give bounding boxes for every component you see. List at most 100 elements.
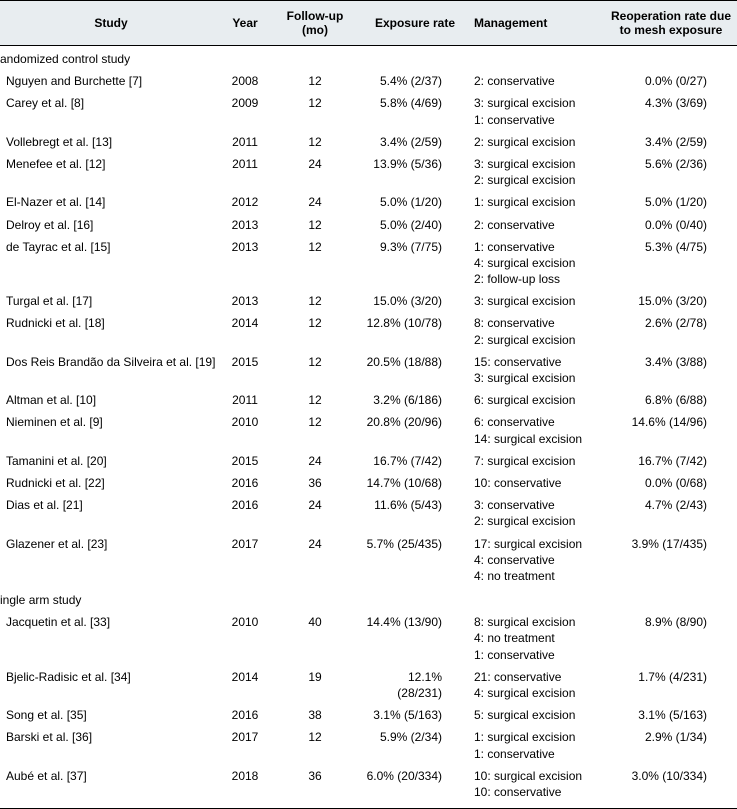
table-row: Nguyen and Burchette [7]2008125.4% (2/37… — [0, 70, 737, 92]
mgmt-line: 1: conservative — [474, 239, 601, 255]
section-title: ingle arm study — [0, 587, 737, 611]
cell-reop: 3.9% (17/435) — [605, 533, 737, 588]
mgmt-line: 10: conservative — [474, 784, 601, 800]
cell-followup: 24 — [270, 450, 360, 472]
cell-study: Menefee et al. [12] — [0, 153, 220, 191]
mgmt-line: 8: conservative — [474, 315, 601, 331]
cell-followup: 24 — [270, 153, 360, 191]
mgmt-line: 4: surgical excision — [474, 255, 601, 271]
cell-management: 1: surgical excision1: conservative — [470, 726, 605, 764]
cell-exposure: 16.7% (7/42) — [360, 450, 470, 472]
cell-management: 2: conservative — [470, 70, 605, 92]
cell-study: Tamanini et al. [20] — [0, 450, 220, 472]
mgmt-line: 15: conservative — [474, 354, 601, 370]
cell-study: Jacquetin et al. [33] — [0, 611, 220, 666]
col-year-header: Year — [220, 1, 270, 46]
mgmt-line: 3: surgical excision — [474, 156, 601, 172]
cell-study: Turgal et al. [17] — [0, 290, 220, 312]
table-row: Dos Reis Brandão da Silveira et al. [19]… — [0, 351, 737, 389]
cell-exposure: 20.5% (18/88) — [360, 351, 470, 389]
cell-year: 2017 — [220, 533, 270, 588]
cell-reop: 14.6% (14/96) — [605, 411, 737, 449]
mgmt-line: 2: surgical excision — [474, 332, 601, 348]
cell-study: de Tayrac et al. [15] — [0, 236, 220, 291]
cell-year: 2010 — [220, 611, 270, 666]
section-header-row: andomized control study — [0, 46, 737, 71]
cell-year: 2011 — [220, 389, 270, 411]
section-header-row: ingle arm study — [0, 587, 737, 611]
cell-study: Altman et al. [10] — [0, 389, 220, 411]
mgmt-line: 6: surgical excision — [474, 392, 601, 408]
cell-exposure: 5.9% (2/34) — [360, 726, 470, 764]
mgmt-line: 5: surgical excision — [474, 707, 601, 723]
cell-followup: 36 — [270, 472, 360, 494]
cell-study: Delroy et al. [16] — [0, 214, 220, 236]
cell-management: 6: conservative14: surgical excision — [470, 411, 605, 449]
cell-exposure: 14.7% (10/68) — [360, 472, 470, 494]
cell-management: 1: surgical excision — [470, 191, 605, 213]
cell-reop: 4.3% (3/69) — [605, 92, 737, 130]
cell-reop: 0.0% (0/68) — [605, 472, 737, 494]
cell-year: 2017 — [220, 726, 270, 764]
mgmt-line: 2: surgical excision — [474, 134, 601, 150]
table-row: Vollebregt et al. [13]2011123.4% (2/59)2… — [0, 131, 737, 153]
cell-reop: 5.6% (2/36) — [605, 153, 737, 191]
cell-reop: 2.6% (2/78) — [605, 312, 737, 350]
cell-reop: 4.7% (2/43) — [605, 494, 737, 532]
cell-year: 2014 — [220, 312, 270, 350]
cell-study: Dias et al. [21] — [0, 494, 220, 532]
cell-reop: 0.0% (0/40) — [605, 214, 737, 236]
cell-year: 2013 — [220, 236, 270, 291]
cell-reop: 0.0% (0/27) — [605, 70, 737, 92]
table-row: Carey et al. [8]2009125.8% (4/69)3: surg… — [0, 92, 737, 130]
table-row: Rudnicki et al. [22]20163614.7% (10/68)1… — [0, 472, 737, 494]
mgmt-line: 2: conservative — [474, 73, 601, 89]
mgmt-line: 3: surgical excision — [474, 293, 601, 309]
cell-reop: 3.0% (10/334) — [605, 765, 737, 809]
cell-year: 2012 — [220, 191, 270, 213]
cell-year: 2009 — [220, 92, 270, 130]
table-row: Nieminen et al. [9]20101220.8% (20/96)6:… — [0, 411, 737, 449]
mgmt-line: 3: conservative — [474, 497, 601, 513]
cell-followup: 12 — [270, 312, 360, 350]
cell-study: Dos Reis Brandão da Silveira et al. [19] — [0, 351, 220, 389]
cell-followup: 40 — [270, 611, 360, 666]
cell-management: 5: surgical excision — [470, 704, 605, 726]
cell-reop: 2.9% (1/34) — [605, 726, 737, 764]
cell-exposure: 6.0% (20/334) — [360, 765, 470, 809]
cell-reop: 3.1% (5/163) — [605, 704, 737, 726]
cell-year: 2013 — [220, 290, 270, 312]
mgmt-line: 4: no treatment — [474, 630, 601, 646]
cell-management: 3: surgical excision1: conservative — [470, 92, 605, 130]
header-row: Study Year Follow-up (mo) Exposure rate … — [0, 1, 737, 46]
cell-management: 2: conservative — [470, 214, 605, 236]
col-management-header: Management — [470, 1, 605, 46]
cell-followup: 12 — [270, 70, 360, 92]
cell-reop: 15.0% (3/20) — [605, 290, 737, 312]
cell-management: 8: conservative2: surgical excision — [470, 312, 605, 350]
cell-study: Bjelic-Radisic et al. [34] — [0, 666, 220, 704]
cell-exposure: 14.4% (13/90) — [360, 611, 470, 666]
cell-year: 2018 — [220, 765, 270, 809]
cell-year: 2010 — [220, 411, 270, 449]
cell-exposure: 5.4% (2/37) — [360, 70, 470, 92]
mgmt-line: 1: conservative — [474, 746, 601, 762]
table-row: Glazener et al. [23]2017245.7% (25/435)1… — [0, 533, 737, 588]
table-row: Bjelic-Radisic et al. [34]20141912.1% (2… — [0, 666, 737, 704]
col-followup-header: Follow-up (mo) — [270, 1, 360, 46]
cell-year: 2015 — [220, 351, 270, 389]
mgmt-line: 4: no treatment — [474, 568, 601, 584]
cell-management: 3: surgical excision2: surgical excision — [470, 153, 605, 191]
cell-management: 21: conservative4: surgical excision — [470, 666, 605, 704]
cell-followup: 12 — [270, 236, 360, 291]
mgmt-line: 14: surgical excision — [474, 431, 601, 447]
cell-followup: 12 — [270, 214, 360, 236]
mgmt-line: 2: surgical excision — [474, 172, 601, 188]
mgmt-line: 3: surgical excision — [474, 95, 601, 111]
cell-year: 2016 — [220, 704, 270, 726]
mgmt-line: 8: surgical excision — [474, 614, 601, 630]
cell-reop: 5.0% (1/20) — [605, 191, 737, 213]
table-row: Delroy et al. [16]2013125.0% (2/40)2: co… — [0, 214, 737, 236]
cell-year: 2015 — [220, 450, 270, 472]
cell-followup: 38 — [270, 704, 360, 726]
